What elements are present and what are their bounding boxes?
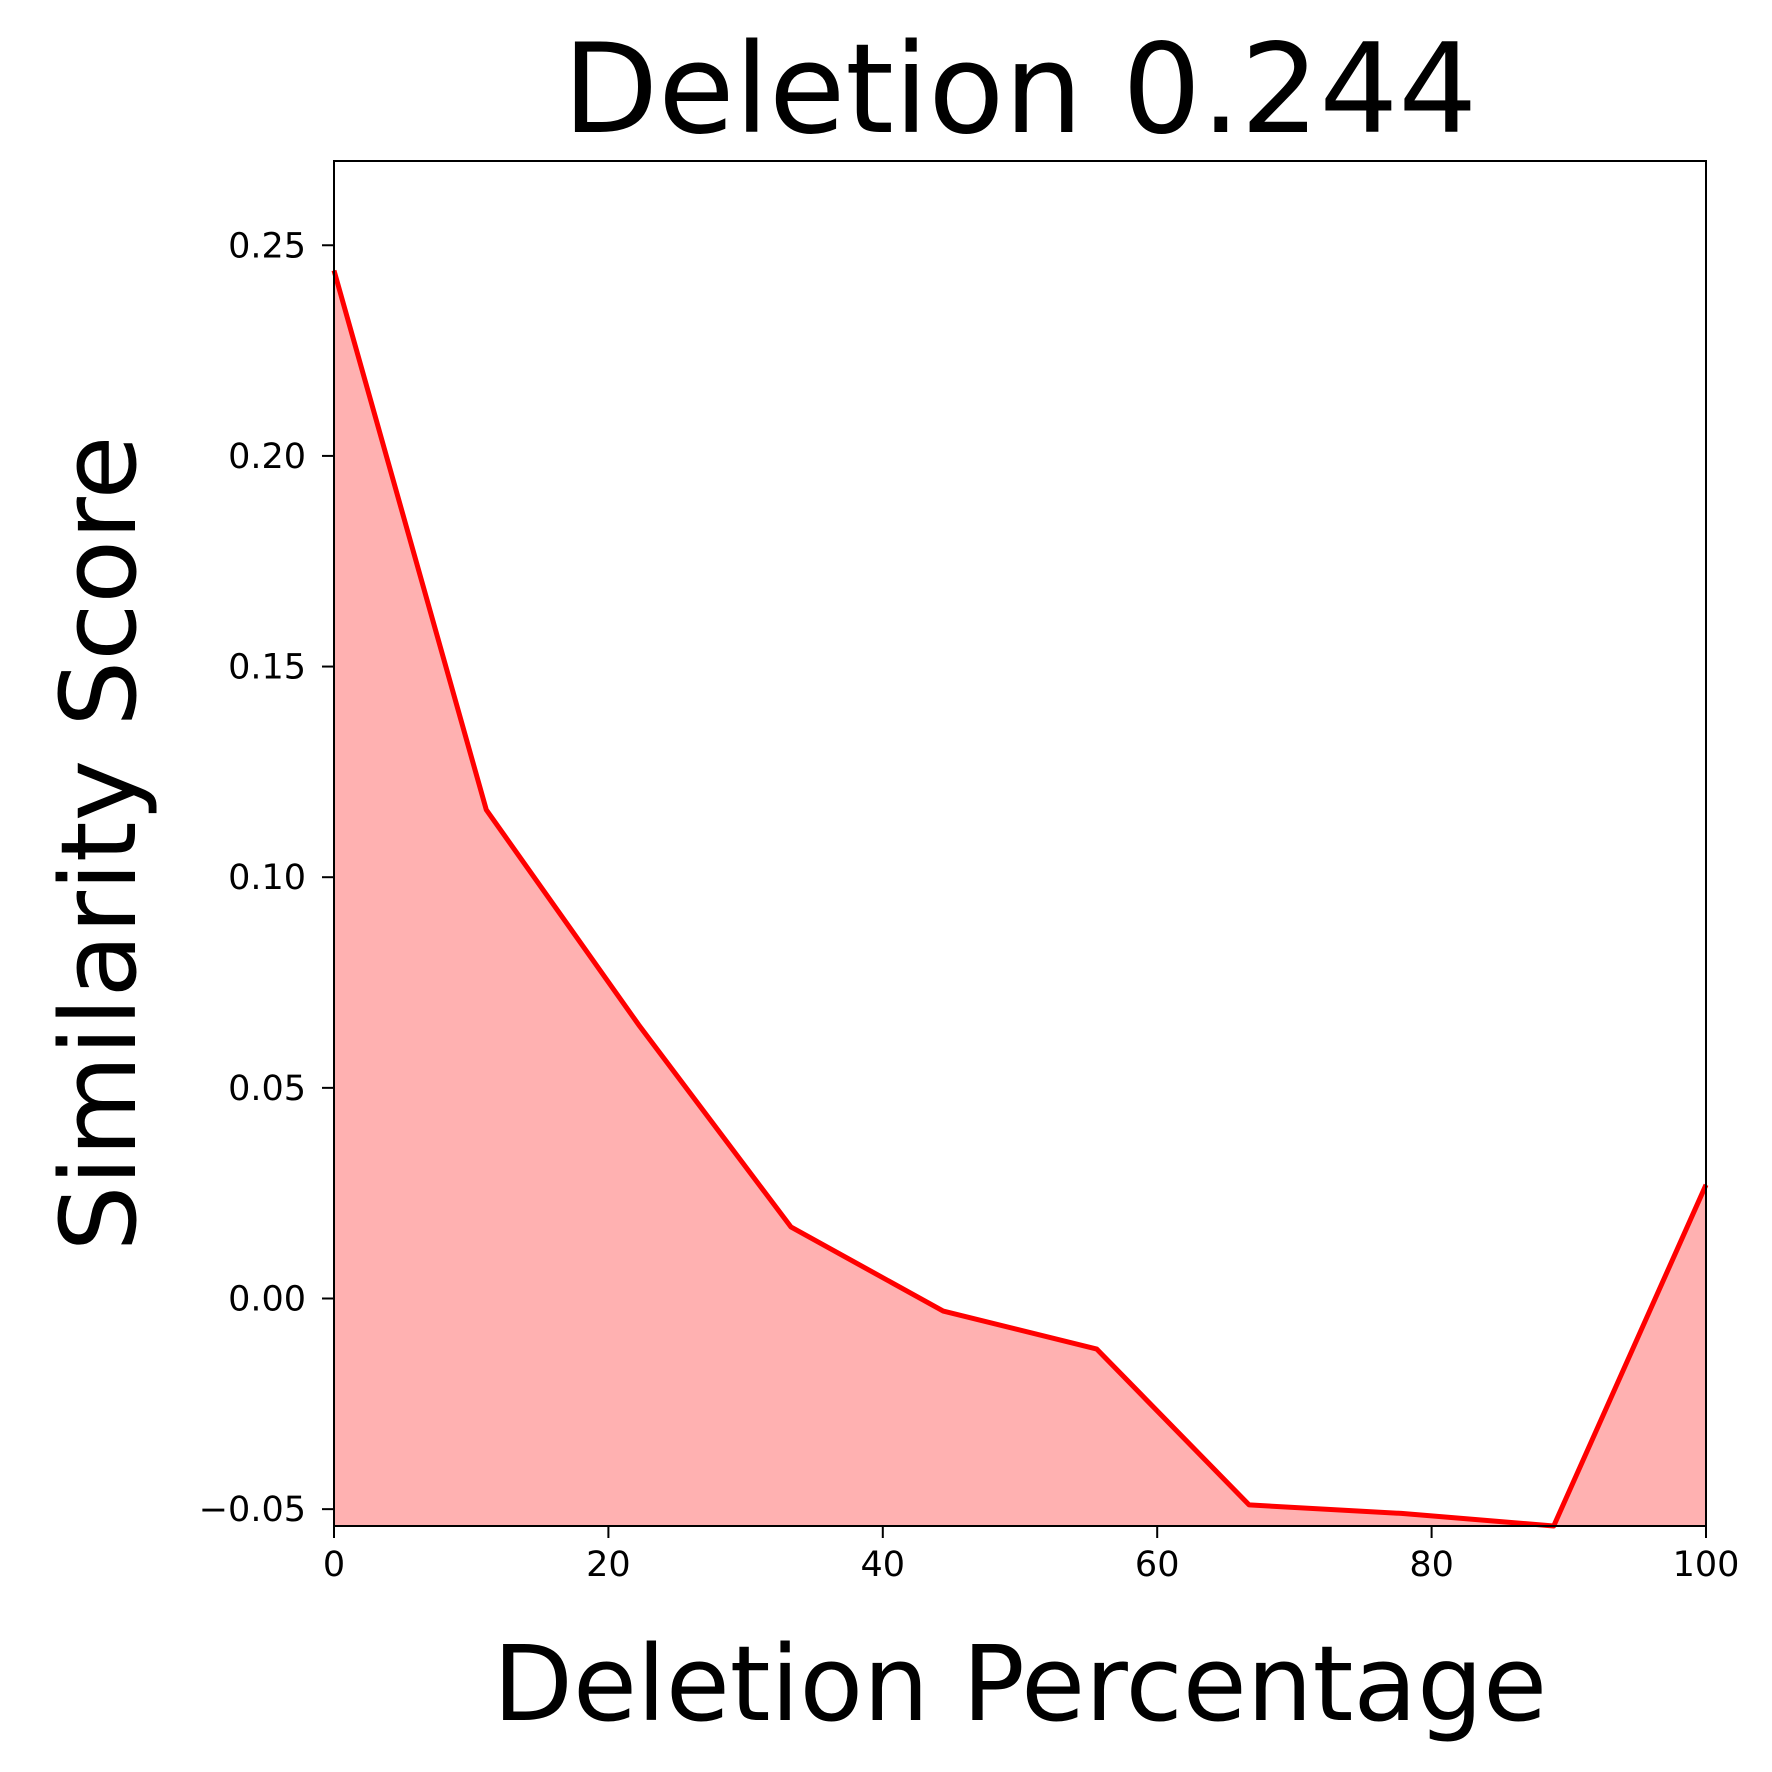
- y-tick-label: 0.05: [228, 1069, 306, 1109]
- x-tick-label: 20: [586, 1545, 631, 1585]
- x-axis-ticks: 0 20 40 60 80 100: [323, 1526, 1740, 1585]
- y-tick-label: −0.05: [199, 1490, 306, 1530]
- y-tick-label: 0.20: [228, 437, 306, 477]
- plot-frame: [333, 160, 1707, 1527]
- x-axis-label: Deletion Percentage: [493, 1623, 1547, 1745]
- y-tick-label: 0.15: [228, 648, 306, 688]
- series-line: [331, 269, 1709, 1529]
- x-tick-label: 60: [1135, 1545, 1180, 1585]
- chart-title: Deletion 0.244: [563, 18, 1477, 162]
- x-tick-label: 80: [1409, 1545, 1454, 1585]
- x-tick-label: 100: [1673, 1545, 1740, 1585]
- area-fill: [334, 270, 1706, 1526]
- x-tick-label: 40: [861, 1545, 906, 1585]
- x-tick-label: 0: [323, 1545, 345, 1585]
- y-tick-label: 0.00: [228, 1280, 306, 1320]
- y-axis-ticks: −0.05 0.00 0.05 0.10 0.15 0.20 0.25: [199, 226, 334, 1530]
- y-tick-label: 0.25: [228, 226, 306, 266]
- y-tick-label: 0.10: [228, 858, 306, 898]
- y-axis-label: Similarity Score: [38, 435, 160, 1251]
